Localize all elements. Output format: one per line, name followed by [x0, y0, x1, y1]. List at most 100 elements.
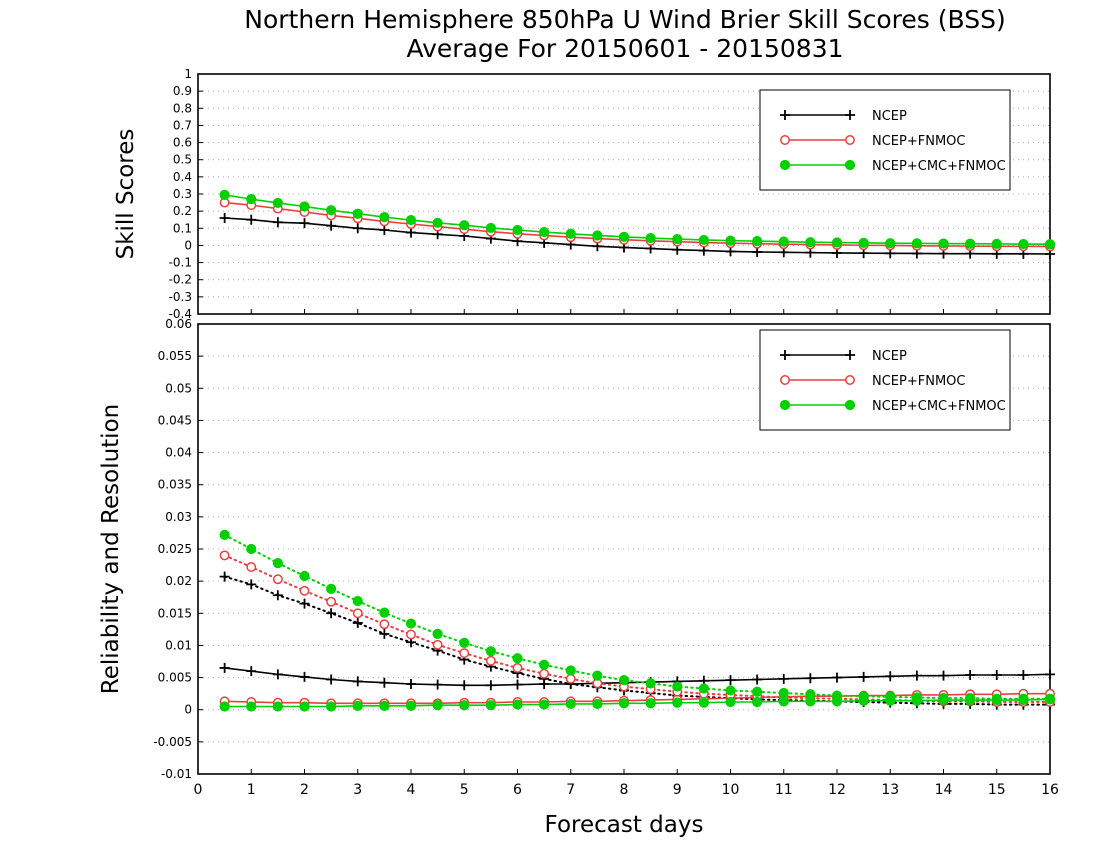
- top-legend-marker: [845, 135, 855, 145]
- top-legend-entry: NCEP: [780, 109, 907, 124]
- top-data-point: [272, 217, 283, 228]
- top-y-tick-labels: 1 0.9 0.8 0.7 0.6 0.5 0.4 0.3 0.2 0.1 0 -0.1 -0.2 -0.…: [169, 67, 203, 321]
- top-y-tick-label: 0.1: [173, 221, 192, 235]
- top-data-point: [752, 236, 763, 247]
- top-data-point: [512, 224, 523, 236]
- bottom-data-point: [832, 672, 842, 683]
- bottom-data-point: [512, 653, 523, 664]
- top-data-point: [379, 225, 390, 235]
- bottom-data-point: [805, 689, 816, 700]
- bottom-data-point: [885, 671, 896, 682]
- bottom-data-point: [299, 671, 310, 682]
- top-data-point: [1044, 239, 1056, 250]
- top-data-point: [858, 237, 869, 248]
- top-data-point: [938, 238, 949, 249]
- chart-title-line2: Average For 20150601 - 20150831: [406, 34, 843, 63]
- bottom-data-point: [645, 698, 656, 709]
- bottom-y-tick-label: 0.015: [158, 606, 192, 620]
- bottom-data-point: [246, 579, 257, 590]
- top-y-tick-label: 0.3: [173, 187, 192, 201]
- top-data-point: [432, 217, 443, 228]
- bottom-data-point: [219, 529, 230, 540]
- bottom-data-point: [565, 665, 576, 676]
- bottom-y-tick-label: -0.01: [161, 767, 192, 781]
- bottom-data-point: [725, 696, 736, 708]
- bottom-x-tick-label: 4: [407, 782, 416, 798]
- bottom-data-point: [1044, 693, 1056, 704]
- bottom-data-point: [406, 679, 416, 689]
- bottom-x-tick-label: 12: [828, 782, 846, 798]
- top-y-tick-label: 1: [184, 67, 192, 81]
- bottom-x-tick-label: 10: [722, 782, 740, 798]
- bottom-x-tick-label: 14: [935, 782, 953, 798]
- top-data-point: [299, 201, 310, 212]
- bottom-data-point: [219, 662, 230, 673]
- bottom-legend-marker: [844, 399, 856, 411]
- bottom-data-point: [326, 583, 337, 594]
- bottom-legend-marker: [780, 375, 790, 385]
- bottom-data-point: [379, 607, 390, 618]
- top-y-tick-label: 0.9: [173, 84, 192, 98]
- top-legend-label: NCEP: [872, 109, 907, 124]
- bottom-legend: NCEP NCEP+FNMOC NCEP+CMC+FNMOC: [759, 329, 1011, 431]
- bottom-data-point: [858, 691, 869, 702]
- bottom-data-point: [911, 670, 922, 681]
- bottom-y-tick-label: 0.03: [165, 510, 192, 524]
- bottom-data-point: [272, 701, 283, 712]
- bottom-y-tick-label: 0.05: [165, 381, 192, 395]
- bottom-data-point: [246, 701, 257, 712]
- bottom-data-point: [512, 699, 523, 710]
- top-legend-marker: [779, 159, 791, 171]
- top-y-axis-label: Skill Scores: [113, 129, 139, 260]
- top-y-tick-label: 0: [184, 238, 192, 252]
- bottom-data-point: [698, 683, 709, 694]
- bottom-x-tick-label: 13: [881, 782, 899, 798]
- top-y-tick-label: -0.3: [169, 290, 192, 304]
- top-data-point: [299, 218, 310, 229]
- top-y-tick-label: 0.7: [173, 118, 192, 132]
- top-series-line: [224, 201, 1051, 248]
- top-data-point: [1018, 238, 1029, 250]
- top-x-ticks: [197, 309, 1051, 314]
- bottom-data-point: [539, 659, 550, 670]
- bottom-data-point: [512, 679, 523, 690]
- top-data-point: [272, 197, 283, 209]
- skill-score-panel: 1 0.9 0.8 0.7 0.6 0.5 0.4 0.3 0.2 0.1 0 -0.1 -0.2 -0.…: [113, 67, 1056, 321]
- top-data-point: [725, 235, 736, 246]
- bottom-data-point: [1018, 693, 1029, 704]
- bottom-data-point: [485, 700, 496, 711]
- bottom-legend-label: NCEP+CMC+FNMOC: [872, 399, 1006, 414]
- bottom-data-point: [326, 608, 337, 619]
- bottom-data-point: [592, 698, 603, 710]
- bottom-y-tick-label: 0.02: [165, 574, 192, 588]
- bottom-data-point: [991, 670, 1002, 680]
- bottom-data-point: [379, 619, 390, 630]
- bottom-data-point: [778, 696, 789, 707]
- bottom-y-tick-label: 0.06: [165, 317, 192, 331]
- top-data-point: [778, 236, 789, 247]
- bottom-data-point: [406, 629, 416, 640]
- bottom-data-point: [272, 669, 283, 680]
- top-series-ncep: [219, 213, 1055, 259]
- bottom-data-point: [831, 690, 843, 701]
- top-legend-marker: [844, 159, 856, 171]
- bottom-x-tick-label: 9: [673, 782, 682, 798]
- top-data-point: [539, 226, 550, 238]
- bottom-y-tick-label: 0.01: [165, 638, 192, 652]
- bottom-data-point: [432, 700, 443, 711]
- bottom-data-point: [272, 574, 283, 585]
- top-data-point: [965, 238, 976, 249]
- bottom-legend-label: NCEP: [872, 349, 907, 364]
- bottom-y-tick-label: 0.025: [158, 542, 192, 556]
- bottom-data-point: [485, 680, 496, 691]
- top-data-point: [219, 213, 230, 223]
- bottom-y-tick-label: -0.005: [153, 735, 192, 749]
- bottom-y-tick-label: 0: [184, 703, 192, 717]
- bottom-x-tick-label: 8: [620, 782, 629, 798]
- bottom-data-point: [1045, 669, 1055, 680]
- top-legend-marker: [845, 110, 855, 120]
- bottom-legend-marker: [779, 399, 791, 411]
- top-series-line: [224, 217, 1051, 255]
- bottom-data-point: [539, 668, 550, 679]
